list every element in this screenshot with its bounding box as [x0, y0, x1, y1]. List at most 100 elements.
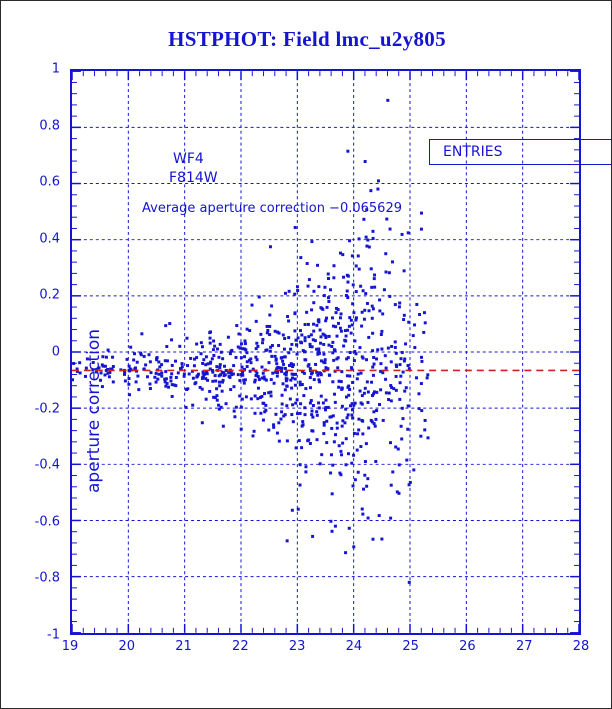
scatter-point	[275, 374, 279, 378]
scatter-point	[333, 369, 337, 373]
scatter-point	[329, 453, 333, 457]
scatter-point	[418, 313, 422, 317]
scatter-point	[341, 441, 345, 445]
scatter-point	[363, 308, 367, 312]
scatter-point	[243, 355, 247, 359]
scatter-point	[259, 332, 263, 336]
scatter-point	[340, 386, 344, 390]
scatter-point	[298, 463, 302, 467]
scatter-point	[333, 392, 337, 396]
scatter-point	[281, 333, 285, 337]
scatter-point	[372, 410, 376, 414]
scatter-point	[320, 306, 324, 310]
scatter-point	[336, 321, 340, 325]
x-tick-label: 23	[288, 639, 306, 654]
scatter-point	[217, 403, 221, 407]
scatter-point	[389, 441, 392, 445]
scatter-point	[400, 232, 404, 236]
scatter-point	[307, 363, 311, 367]
scatter-point	[139, 353, 143, 357]
y-tick-label: 0	[51, 344, 60, 360]
scatter-point	[375, 357, 379, 361]
scatter-point	[129, 345, 133, 349]
scatter-point	[132, 352, 136, 356]
scatter-point	[174, 384, 178, 388]
scatter-point	[108, 371, 112, 374]
scatter-point	[257, 295, 261, 299]
scatter-point	[134, 380, 138, 384]
y-tick-label: -0.2	[34, 401, 60, 417]
scatter-point	[327, 300, 331, 303]
scatter-point	[322, 294, 326, 298]
scatter-point	[99, 378, 103, 382]
scatter-point	[182, 374, 186, 378]
scatter-point	[413, 346, 417, 350]
scatter-point	[346, 280, 350, 284]
scatter-point	[372, 277, 376, 281]
scatter-point	[367, 309, 371, 313]
scatter-point	[187, 372, 191, 376]
scatter-point	[315, 323, 319, 327]
scatter-point	[331, 414, 335, 418]
scatter-point	[258, 395, 262, 399]
scatter-point	[264, 378, 268, 382]
scatter-point	[170, 394, 174, 398]
scatter-point	[220, 389, 224, 393]
scatter-point	[268, 324, 272, 328]
scatter-point	[352, 453, 356, 457]
y-tick-label: 0.2	[39, 287, 60, 303]
scatter-point	[376, 179, 380, 183]
scatter-point	[401, 417, 405, 421]
scatter-point	[309, 333, 313, 337]
scatter-point	[350, 323, 354, 327]
scatter-point	[362, 487, 366, 491]
scatter-point	[163, 380, 167, 384]
scatter-point	[294, 338, 298, 342]
scatter-point	[310, 345, 314, 349]
scatter-point	[289, 378, 293, 382]
scatter-point	[329, 471, 333, 475]
scatter-point	[261, 371, 265, 375]
scatter-point	[230, 373, 234, 377]
scatter-point	[326, 272, 330, 276]
scatter-point	[232, 385, 236, 389]
scatter-point	[279, 417, 283, 421]
scatter-point	[215, 387, 219, 391]
scatter-point	[398, 363, 402, 367]
scatter-point	[300, 341, 304, 345]
scatter-point	[290, 376, 294, 380]
scatter-point	[312, 301, 316, 305]
scatter-point	[262, 375, 266, 379]
scatter-point	[280, 410, 284, 414]
scatter-point	[163, 377, 167, 381]
scatter-point	[142, 367, 146, 371]
scatter-point	[219, 373, 223, 377]
scatter-point	[186, 364, 190, 368]
scatter-point	[345, 357, 349, 361]
scatter-point	[184, 405, 188, 409]
y-axis-label: aperture correction	[84, 329, 104, 493]
scatter-point	[221, 357, 225, 361]
scatter-point	[353, 401, 357, 405]
scatter-point	[291, 403, 295, 407]
scatter-point	[402, 269, 406, 273]
scatter-point	[215, 398, 219, 402]
scatter-point	[275, 362, 279, 366]
scatter-point	[346, 149, 350, 153]
scatter-point	[375, 409, 379, 413]
scatter-point	[352, 403, 356, 407]
scatter-point	[243, 368, 247, 372]
scatter-point	[399, 374, 403, 378]
scatter-point	[327, 277, 330, 281]
scatter-point	[372, 392, 376, 396]
scatter-point	[191, 403, 195, 407]
scatter-point	[271, 371, 275, 375]
scatter-point	[420, 355, 423, 359]
scatter-point	[200, 345, 204, 349]
scatter-point	[345, 416, 349, 420]
scatter-point	[85, 357, 89, 361]
scatter-point	[285, 439, 289, 443]
scatter-point	[308, 345, 312, 349]
scatter-point	[386, 346, 390, 350]
scatter-point	[351, 283, 355, 287]
